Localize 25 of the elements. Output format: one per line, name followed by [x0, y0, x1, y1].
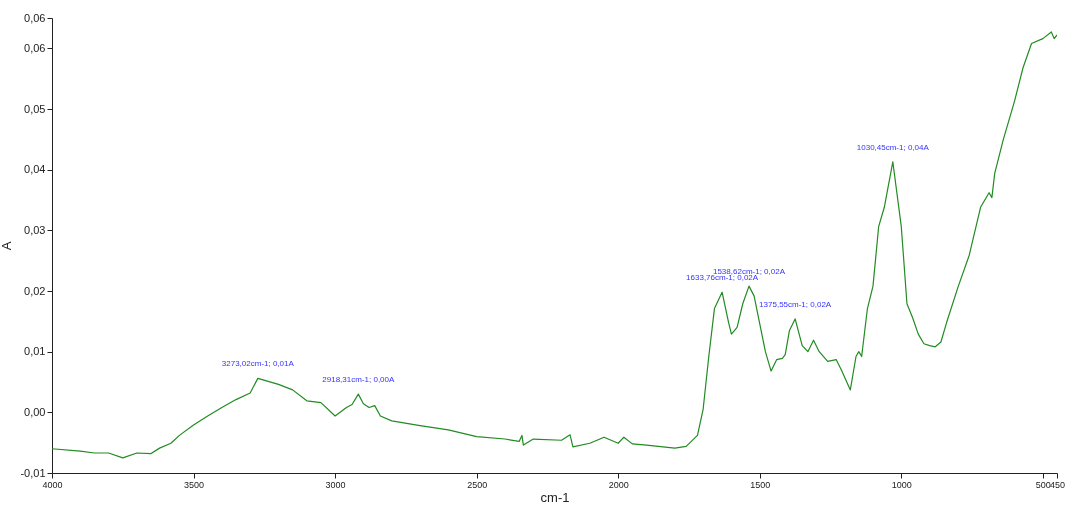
line-series	[52, 31, 1057, 459]
y-tick-label: -0,01	[20, 466, 46, 479]
x-tick-label: 1500	[750, 479, 771, 490]
y-tick-label: 0,00	[24, 405, 46, 418]
x-tick-label: 2500	[467, 479, 488, 490]
x-tick-label: 4000	[42, 479, 63, 490]
annotation: 3273,02cm-1; 0,01A	[221, 359, 295, 369]
x-tick-label: 3500	[184, 479, 205, 490]
y-tick-label: 0,03	[24, 223, 46, 236]
y-tick-label: 0,01	[24, 345, 46, 358]
annotation: 2918,31cm-1; 0,00A	[322, 375, 395, 385]
y-tick-label: 0,04	[24, 163, 46, 176]
annotation: 1375,55cm-1; 0,02A	[759, 299, 832, 309]
x-tick-label: 500	[1035, 479, 1051, 490]
x-axis-title: cm-1	[540, 489, 570, 505]
x-tick-label: 3000	[325, 479, 346, 490]
y-tick-label: 0,02	[24, 284, 46, 297]
y-tick-label: 0,06	[24, 11, 46, 24]
y-tick-label: 0,06	[24, 41, 46, 54]
x-tick-label: 2000	[608, 479, 629, 490]
annotation: 1030,45cm-1; 0,04A	[856, 142, 930, 152]
x-tick-label: 1000	[891, 479, 912, 490]
y-axis-title: A	[0, 241, 15, 251]
y-tick-label: 0,05	[24, 102, 46, 115]
x-tick-label: 450	[1049, 479, 1066, 490]
